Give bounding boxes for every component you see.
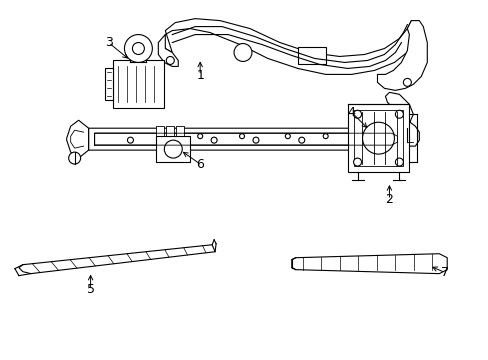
Polygon shape (156, 136, 190, 162)
Text: 1: 1 (196, 69, 203, 82)
Text: 7: 7 (440, 266, 448, 279)
Circle shape (164, 140, 182, 158)
Circle shape (395, 158, 403, 166)
Circle shape (353, 110, 361, 118)
Circle shape (197, 134, 202, 139)
Polygon shape (94, 133, 397, 145)
Polygon shape (88, 128, 405, 150)
Circle shape (298, 137, 304, 143)
Polygon shape (176, 126, 184, 136)
Circle shape (239, 134, 244, 139)
Polygon shape (66, 120, 88, 158)
Polygon shape (112, 60, 164, 108)
Polygon shape (156, 126, 164, 136)
Bar (297, 46, 325, 64)
Polygon shape (385, 92, 419, 146)
Text: 6: 6 (196, 158, 203, 171)
Circle shape (285, 134, 290, 139)
Bar (353, 110, 403, 166)
Polygon shape (104, 68, 112, 100)
Circle shape (252, 137, 259, 143)
Circle shape (132, 42, 144, 54)
Polygon shape (291, 254, 447, 274)
Polygon shape (19, 245, 215, 274)
Circle shape (395, 110, 403, 118)
Text: 4: 4 (347, 106, 355, 119)
Circle shape (362, 122, 394, 154)
Polygon shape (162, 19, 419, 75)
Circle shape (234, 44, 251, 62)
Text: 2: 2 (385, 193, 392, 206)
Circle shape (124, 35, 152, 62)
Circle shape (403, 78, 410, 86)
Polygon shape (377, 21, 427, 90)
Circle shape (211, 137, 217, 143)
Text: 3: 3 (104, 36, 112, 49)
Circle shape (68, 152, 81, 164)
Circle shape (353, 158, 361, 166)
Polygon shape (347, 104, 408, 172)
Circle shape (127, 137, 133, 143)
Circle shape (323, 134, 327, 139)
Polygon shape (166, 126, 174, 136)
Polygon shape (158, 35, 178, 67)
Text: 5: 5 (86, 283, 94, 296)
Circle shape (169, 137, 175, 143)
Circle shape (166, 57, 174, 64)
